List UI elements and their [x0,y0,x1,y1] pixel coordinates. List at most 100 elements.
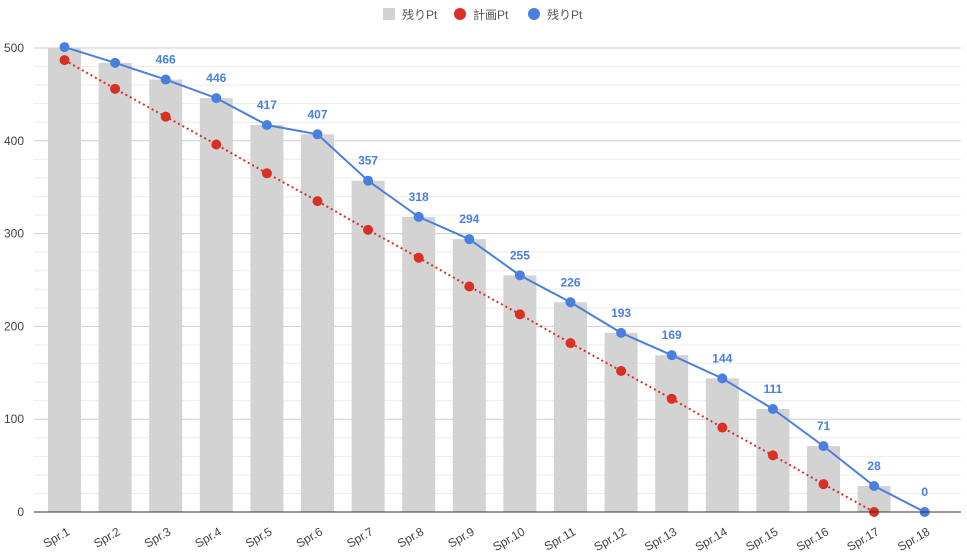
bar-series [48,48,891,513]
data-label: 193 [611,306,631,320]
x-tick-label: Spr.4 [193,524,225,550]
legend-label: 残りPt [402,8,438,22]
data-label: 294 [459,212,479,226]
data-labels: 466 446 417 407 357 318 294 255 226 193 169 144 111 7… [156,53,929,499]
y-tick-label: 0 [17,505,24,519]
data-label: 0 [921,485,928,499]
plan-point[interactable] [514,309,525,320]
legend-item-0[interactable]: 残りPt [383,8,438,22]
remaining-line [64,46,926,513]
x-tick-label: Spr.15 [743,524,780,553]
plan-line-series [59,55,880,517]
x-tick-label: Spr.16 [794,524,831,553]
remaining-point[interactable] [413,211,424,222]
x-tick-label: Spr.8 [395,524,427,550]
plan-point[interactable] [413,252,424,263]
plan-point[interactable] [666,393,677,404]
bar[interactable] [250,125,284,513]
y-tick-label: 300 [4,227,24,241]
data-label: 446 [206,71,226,85]
y-tick-label: 100 [4,412,24,426]
data-label: 226 [560,275,580,289]
plan-point[interactable] [767,450,778,461]
remaining-point[interactable] [616,327,627,338]
plan-point[interactable] [110,83,121,94]
remaining-point[interactable] [514,270,525,281]
bar[interactable] [301,134,334,512]
remaining-point[interactable] [464,234,475,245]
plan-point[interactable] [211,139,222,150]
bar[interactable] [48,48,81,512]
y-tick-label: 200 [4,319,24,333]
bar[interactable] [756,408,790,512]
remaining-line-series [59,42,930,517]
data-label: 111 [764,382,783,396]
bar[interactable] [705,378,739,512]
bar[interactable] [807,446,840,512]
plan-point[interactable] [363,224,374,235]
plan-point[interactable] [464,281,475,292]
remaining-point[interactable] [717,373,728,384]
remaining-point[interactable] [261,120,272,131]
remaining-point[interactable] [869,481,880,492]
data-label: 318 [409,190,429,204]
data-label: 28 [867,459,881,473]
data-label: 169 [662,328,682,342]
legend-item-1[interactable]: 計画Pt [454,7,509,22]
legend-label: 計画Pt [473,7,509,22]
remaining-point[interactable] [59,42,70,53]
remaining-point[interactable] [363,175,374,186]
remaining-point[interactable] [666,350,677,361]
bar[interactable] [554,302,587,512]
x-tick-label: Spr.9 [446,524,478,550]
y-tick-label: 400 [4,134,24,148]
bar[interactable] [604,332,638,512]
data-label: 357 [358,154,378,168]
plan-point[interactable] [818,479,829,490]
bar[interactable] [98,62,132,513]
x-tick-label: Spr.13 [642,524,679,553]
data-label: 71 [817,419,831,433]
x-tick-label: Spr.5 [243,524,275,550]
data-label: 407 [307,107,327,121]
remaining-point[interactable] [110,57,121,68]
plan-point[interactable] [312,196,323,207]
legend: 残りPt 計画Pt 残りPt [383,7,583,22]
remaining-point[interactable] [160,74,171,85]
plan-point[interactable] [261,168,272,179]
x-tick-label: Spr.17 [845,524,882,553]
plan-point[interactable] [59,55,70,66]
x-tick-label: Spr.2 [91,524,123,550]
x-tick-label: Spr.18 [895,524,932,553]
x-tick-label: Spr.11 [542,524,579,553]
remaining-point[interactable] [818,441,829,452]
bar[interactable] [149,79,183,512]
x-tick-label: Spr.14 [693,524,730,553]
remaining-point[interactable] [565,297,576,308]
data-label: 144 [712,351,732,365]
bar[interactable] [199,98,233,512]
x-tick-label: Spr.12 [592,524,629,553]
bar[interactable] [655,355,689,512]
x-tick-label: Spr.6 [294,524,326,550]
remaining-point[interactable] [312,129,323,140]
grid [34,47,961,494]
legend-item-2[interactable]: 残りPt [528,8,583,22]
y-tick-label: 500 [4,41,24,55]
data-label: 417 [257,98,277,112]
x-tick-label: Spr.7 [344,524,376,550]
remaining-point[interactable] [211,93,222,104]
plan-point[interactable] [616,365,627,376]
remaining-point[interactable] [767,403,778,414]
x-tick-label: Spr.1 [41,524,73,550]
data-label: 255 [510,248,530,262]
data-label: 466 [156,53,176,67]
plan-point[interactable] [565,338,576,349]
legend-swatch-dot [528,8,540,20]
legend-swatch-dot [454,8,466,20]
plan-point[interactable] [160,111,171,122]
plan-point[interactable] [717,422,728,433]
bar[interactable] [402,216,436,512]
